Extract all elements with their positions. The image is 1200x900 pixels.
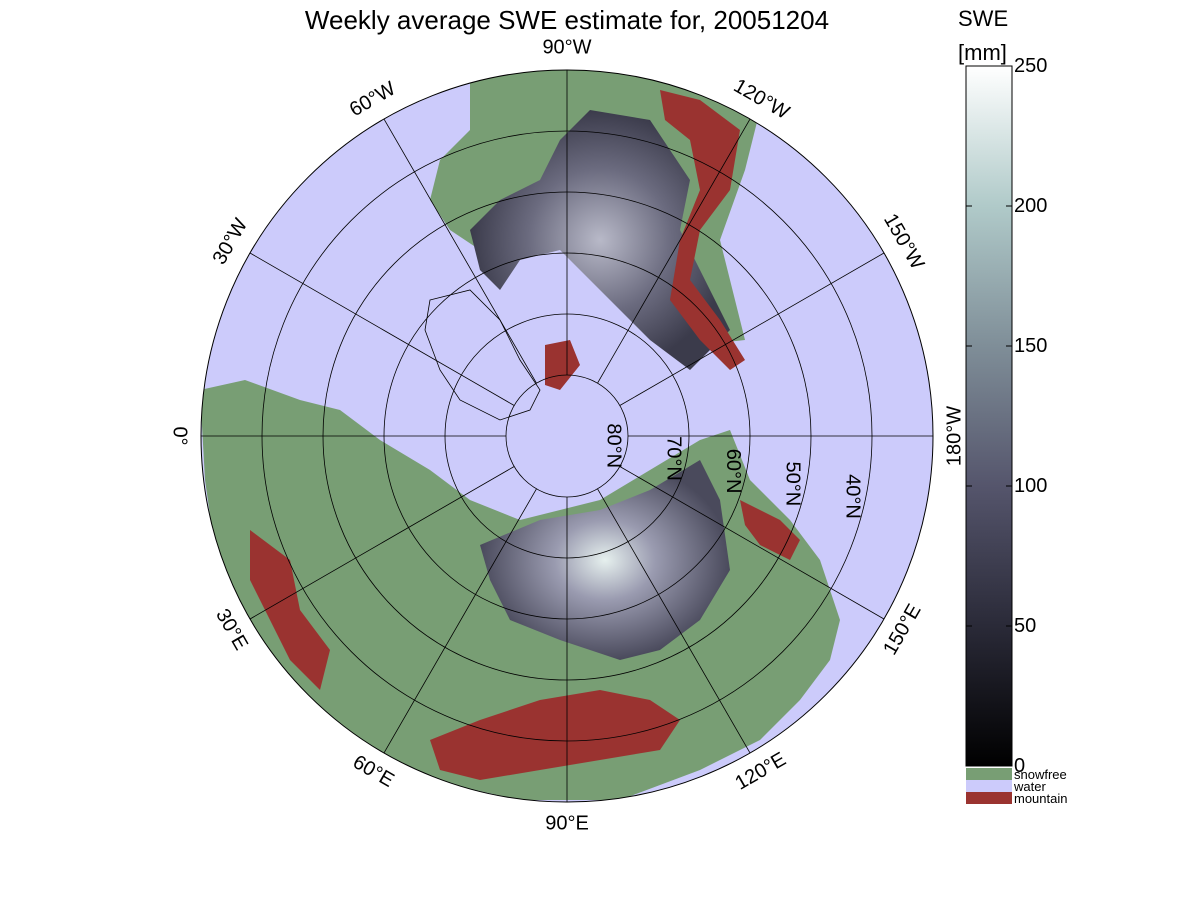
map-frame <box>200 69 934 803</box>
latitude-label: 50°N <box>782 461 804 506</box>
colorbar-tick-label: 0 <box>1014 755 1026 777</box>
colorbar-header-label: SWE <box>958 6 1009 31</box>
category-swatch-water <box>966 780 1012 792</box>
meridian-line <box>619 252 885 406</box>
category-swatch-snowfree <box>966 768 1012 780</box>
colorbar-tick-label: 150 <box>1014 335 1048 357</box>
latitude-label: 60°N <box>722 449 744 494</box>
meridian-line <box>597 488 751 754</box>
colorbar-categories <box>966 768 1012 804</box>
meridian-line <box>619 466 885 620</box>
land-layer <box>201 70 840 800</box>
category-label-mountain: mountain <box>1014 791 1068 806</box>
colorbar-tick-label: 100 <box>1014 475 1048 497</box>
colorbar <box>965 65 1013 804</box>
colorbar-unit-label: [mm] <box>958 40 1007 65</box>
map-disk <box>200 69 934 803</box>
meridian-line <box>383 118 537 384</box>
mountain-central-asia <box>430 690 680 780</box>
latitude-label: 80°N <box>603 423 625 468</box>
longitude-label: 180°W <box>943 406 965 466</box>
latitude-label: 70°N <box>662 436 684 481</box>
mountain-greenland-edge <box>545 340 580 390</box>
latitude-labels: 80°N 70°N 60°N 50°N 40°N <box>603 423 864 518</box>
map-title: Weekly average SWE estimate for, 2005120… <box>304 5 830 35</box>
category-label-snowfree: snowfree <box>1014 767 1067 782</box>
colorbar-tick-label: 200 <box>1014 195 1048 217</box>
land-greenland <box>424 289 541 421</box>
graticule <box>201 70 933 802</box>
longitude-label: 0° <box>169 426 191 445</box>
meridian-line <box>249 252 515 406</box>
latitude-label: 40°N <box>841 474 863 519</box>
longitude-label: 90°E <box>545 812 589 834</box>
meridian-line <box>249 466 515 620</box>
colorbar-tick-label: 50 <box>1014 615 1037 637</box>
colorbar-tick-label: 250 <box>1014 55 1048 77</box>
colorbar-ticks <box>966 65 1012 767</box>
category-label-water: water <box>1014 779 1046 794</box>
longitude-label: 90°W <box>542 36 591 58</box>
category-swatch-mountain <box>966 792 1012 804</box>
meridian-line <box>597 118 751 384</box>
colorbar-gradient <box>965 65 1013 767</box>
swe-north-america <box>470 110 730 370</box>
mountain-rockies <box>660 90 745 370</box>
mountain-europe <box>250 530 330 690</box>
meridian-line <box>383 488 537 754</box>
